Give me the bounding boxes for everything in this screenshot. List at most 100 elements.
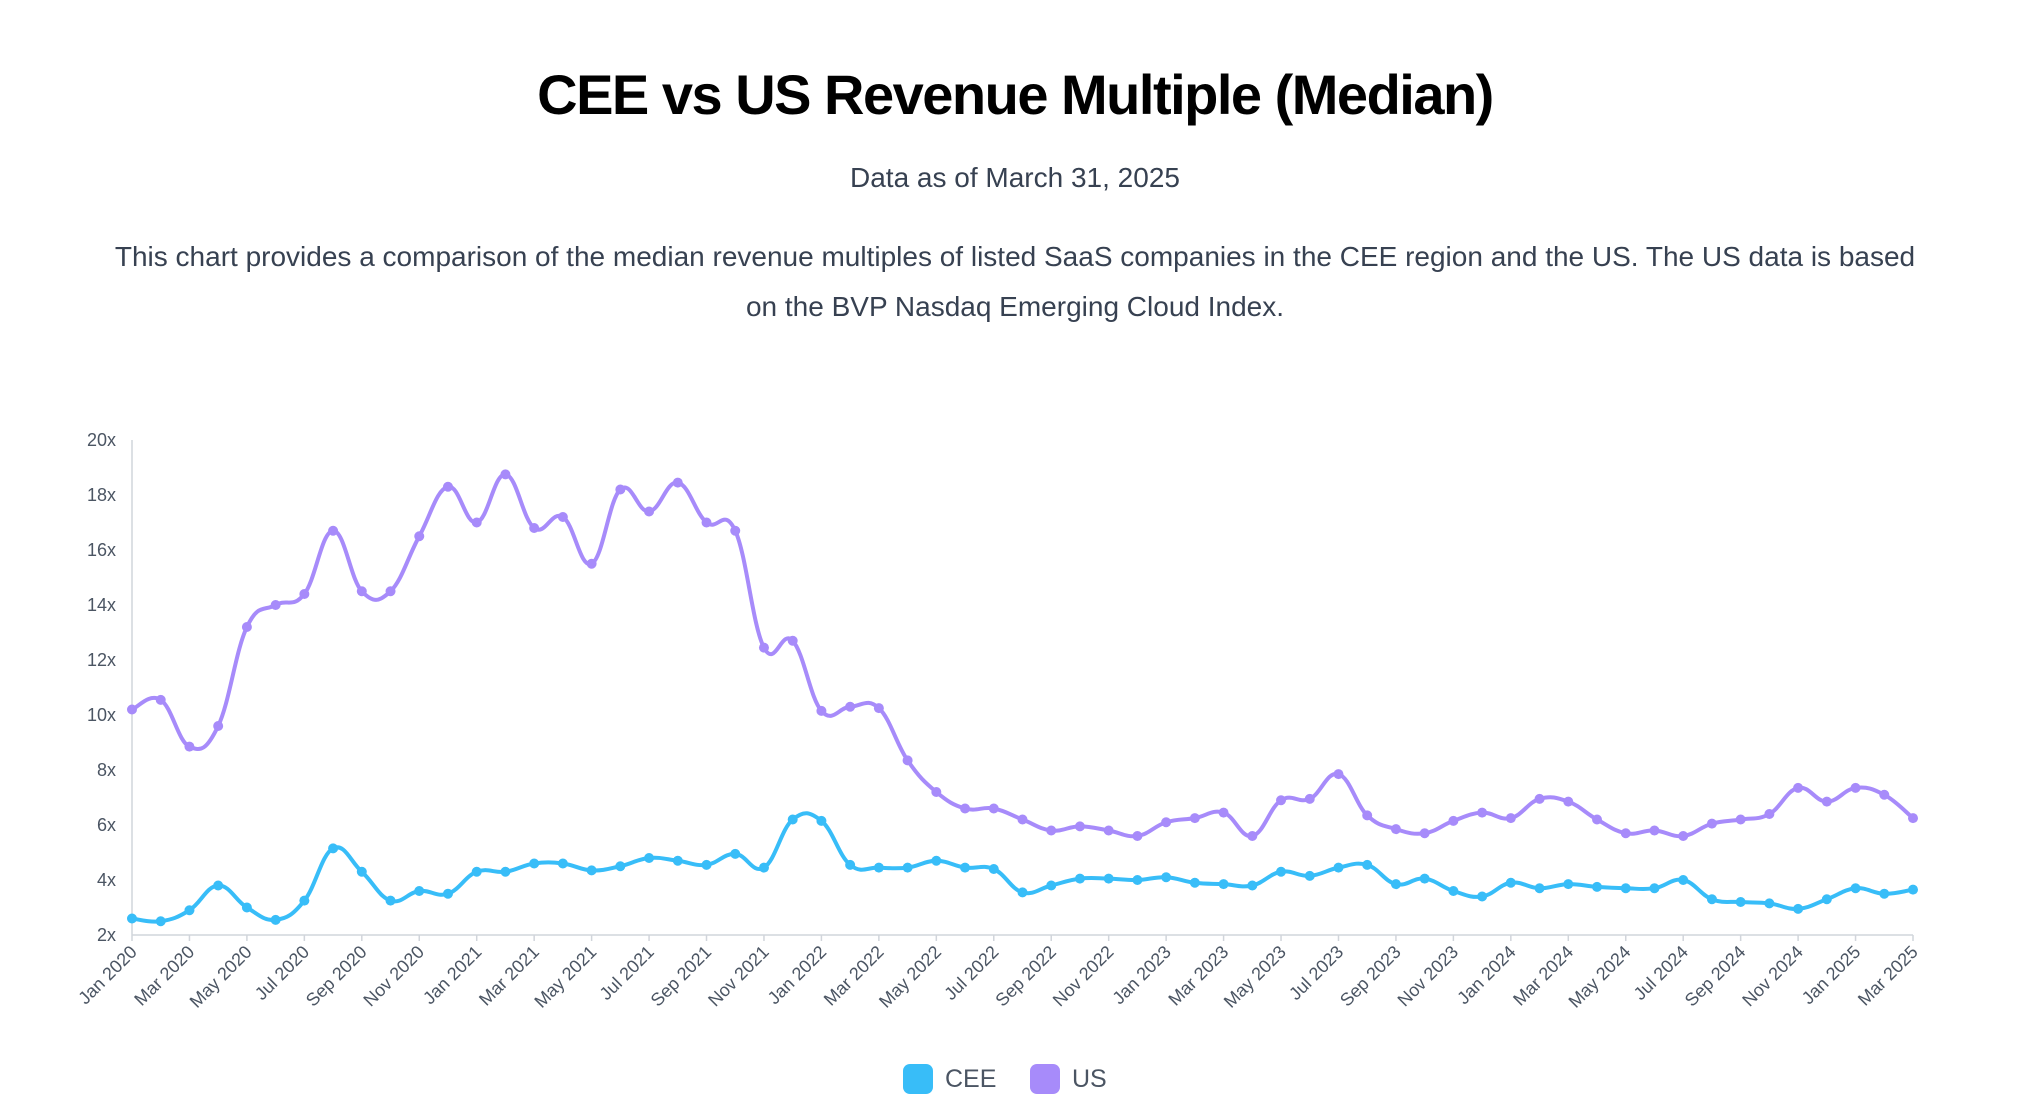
chart-subtitle: Data as of March 31, 2025 <box>850 162 1180 193</box>
y-tick-label: 20x <box>87 430 116 450</box>
y-tick-label: 10x <box>87 705 116 725</box>
data-point-us <box>328 525 339 536</box>
data-point-cee <box>213 880 224 891</box>
legend: CEE US <box>0 1064 2030 1098</box>
data-point-us <box>500 469 511 480</box>
data-point-us <box>902 755 913 766</box>
x-tick-label: May 2022 <box>875 942 945 1012</box>
data-point-us <box>1218 807 1229 818</box>
data-point-cee <box>1908 884 1918 895</box>
data-point-us <box>1304 793 1315 804</box>
data-point-cee <box>529 858 540 869</box>
data-point-us <box>644 506 655 517</box>
data-point-us <box>1074 821 1085 832</box>
data-point-cee <box>1161 872 1172 883</box>
data-point-us <box>127 704 137 715</box>
data-point-cee <box>1505 877 1516 888</box>
x-tick-label: Nov 2022 <box>1049 942 1118 1011</box>
y-tick-label: 2x <box>97 925 116 945</box>
series-line-us <box>130 472 1915 839</box>
data-point-cee <box>1247 880 1258 891</box>
data-point-cee <box>1477 891 1488 902</box>
data-point-cee <box>1793 903 1804 914</box>
data-point-us <box>213 721 224 731</box>
x-tick-label: Jan 2025 <box>1798 942 1865 1009</box>
data-point-cee <box>1362 859 1373 870</box>
x-tick-label: Jan 2024 <box>1453 942 1520 1009</box>
y-tick-label: 16x <box>87 540 116 560</box>
data-point-cee <box>960 862 971 873</box>
data-point-us <box>241 622 252 632</box>
x-tick-label: May 2024 <box>1565 942 1635 1012</box>
x-tick-label: May 2020 <box>186 942 256 1012</box>
legend-label-us: US <box>1072 1064 1107 1093</box>
data-point-us <box>931 787 942 797</box>
data-point-us <box>1448 815 1459 826</box>
data-point-us <box>1477 807 1488 818</box>
series-group <box>127 469 1918 927</box>
y-axis-ticks: 2x 4x 6x 8x 10x 12x 14x 16x 18x 20x <box>87 430 116 945</box>
data-point-us <box>1908 813 1918 824</box>
x-tick-label: Nov 2021 <box>704 942 773 1011</box>
data-point-us <box>758 642 769 653</box>
data-point-cee <box>644 853 655 863</box>
data-point-us <box>787 635 798 646</box>
data-point-us <box>299 589 310 599</box>
data-point-us <box>557 512 568 522</box>
data-point-cee <box>1390 879 1401 890</box>
data-point-us <box>1563 796 1574 807</box>
data-point-us <box>845 701 856 712</box>
data-point-cee <box>1649 883 1660 894</box>
data-point-cee <box>1218 879 1229 890</box>
data-point-cee <box>414 886 425 896</box>
x-tick-label: Jan 2023 <box>1108 942 1175 1009</box>
data-point-cee <box>1074 873 1085 884</box>
data-point-us <box>1879 789 1890 800</box>
data-point-us <box>960 803 971 814</box>
data-point-cee <box>1448 886 1459 896</box>
data-point-cee <box>155 916 166 927</box>
data-point-us <box>1620 828 1631 839</box>
axes <box>131 440 1913 936</box>
data-point-cee <box>1620 883 1631 894</box>
data-point-cee <box>1189 877 1200 888</box>
data-point-us <box>1419 828 1430 839</box>
x-tick-label: May 2023 <box>1220 942 1290 1012</box>
data-point-us <box>1390 824 1401 835</box>
data-point-us <box>615 484 626 495</box>
data-point-cee <box>557 858 568 869</box>
data-point-cee <box>356 866 367 877</box>
data-point-us <box>529 523 540 533</box>
data-point-us <box>1132 831 1143 841</box>
data-point-us <box>1505 813 1516 824</box>
legend-item-us[interactable]: US <box>1030 1064 1107 1094</box>
data-point-cee <box>1304 870 1315 881</box>
y-tick-label: 18x <box>87 485 116 505</box>
legend-item-cee[interactable]: CEE <box>903 1064 996 1094</box>
data-point-us <box>184 741 195 752</box>
data-point-us <box>471 517 482 528</box>
data-point-cee <box>1534 883 1545 894</box>
data-point-cee <box>1678 875 1689 885</box>
data-point-us <box>1276 795 1287 806</box>
y-tick-label: 12x <box>87 650 116 670</box>
data-point-us <box>816 705 827 716</box>
data-point-us <box>1333 769 1344 780</box>
data-point-cee <box>758 862 769 873</box>
data-point-us <box>1189 813 1200 824</box>
data-point-us <box>873 703 884 714</box>
data-point-cee <box>1103 873 1114 884</box>
data-point-cee <box>1046 880 1057 891</box>
data-point-cee <box>1764 898 1775 909</box>
data-point-us <box>414 531 425 542</box>
data-point-us <box>1362 810 1373 821</box>
data-point-us <box>1649 825 1660 836</box>
chart-description: This chart provides a comparison of the … <box>114 241 1916 322</box>
x-tick-label: Nov 2020 <box>359 942 428 1011</box>
data-point-cee <box>988 864 999 874</box>
data-point-us <box>1821 796 1832 807</box>
data-point-cee <box>1132 875 1143 885</box>
data-point-us <box>701 517 712 528</box>
legend-swatch-cee <box>903 1064 933 1094</box>
data-point-us <box>672 477 683 488</box>
